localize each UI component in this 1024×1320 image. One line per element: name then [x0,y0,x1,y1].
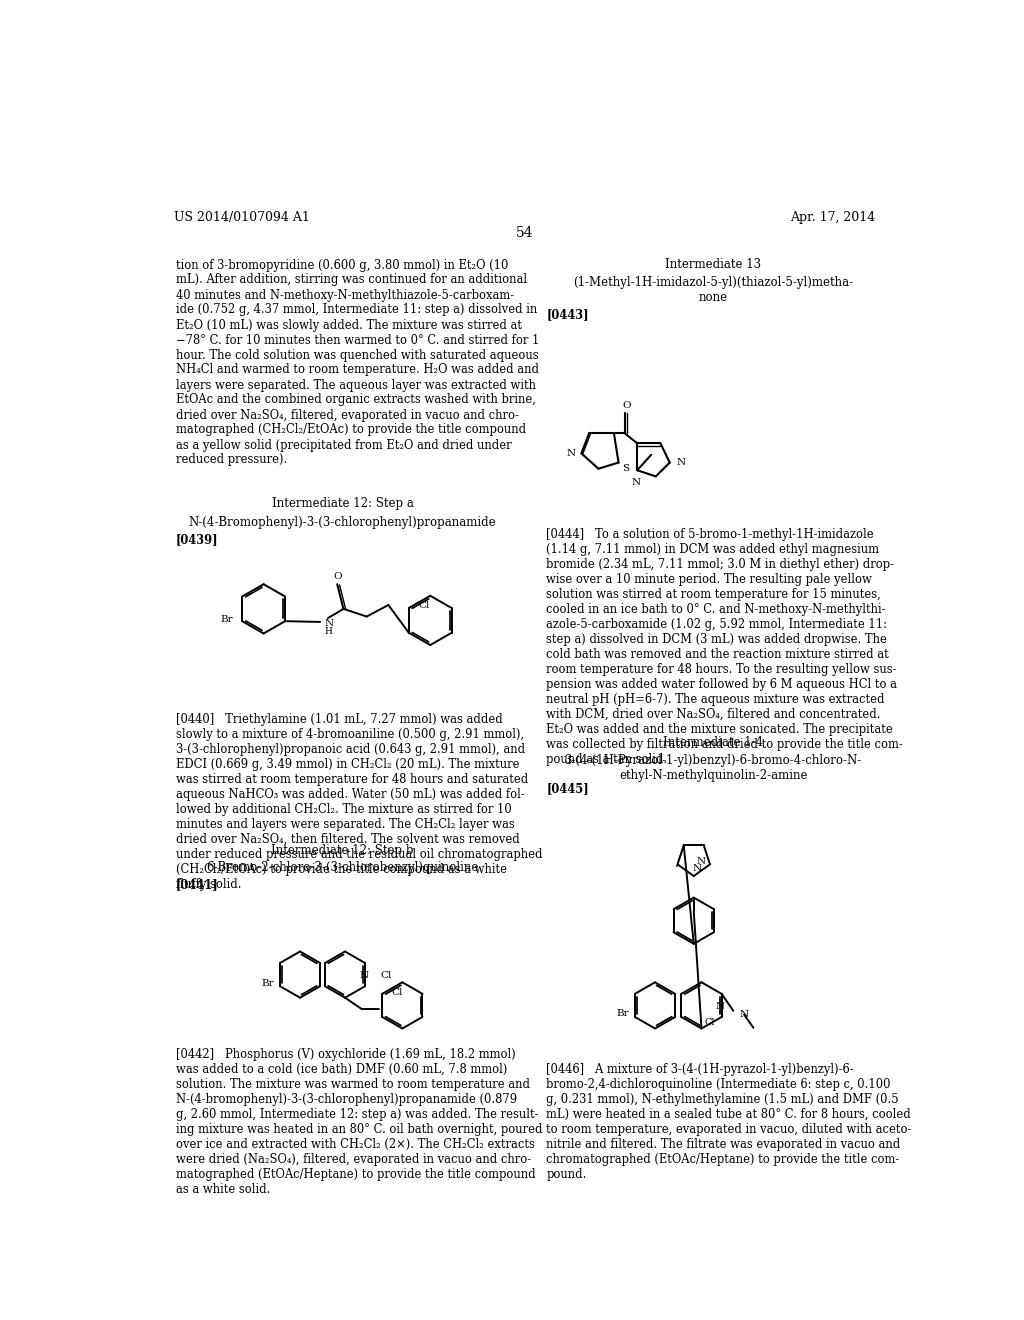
Text: N: N [359,970,369,979]
Text: [0442]   Phosphorus (V) oxychloride (1.69 mL, 18.2 mmol)
was added to a cold (ic: [0442] Phosphorus (V) oxychloride (1.69 … [176,1048,543,1196]
Text: N: N [631,478,640,487]
Text: O: O [622,401,631,411]
Text: N: N [696,857,706,866]
Text: [0445]: [0445] [547,781,589,795]
Text: 6-Bromo-2-chloro-3-(3-chlorobenzyl)quinoline: 6-Bromo-2-chloro-3-(3-chlorobenzyl)quino… [207,862,479,874]
Text: Cl: Cl [381,970,392,979]
Text: 54: 54 [516,226,534,240]
Text: [0444]   To a solution of 5-bromo-1-methyl-1H-imidazole
(1.14 g, 7.11 mmol) in D: [0444] To a solution of 5-bromo-1-methyl… [547,528,903,766]
Text: Apr. 17, 2014: Apr. 17, 2014 [790,211,876,224]
Text: N: N [692,863,701,873]
Text: Cl: Cl [391,987,402,997]
Text: tion of 3-bromopyridine (0.600 g, 3.80 mmol) in Et₂O (10
mL). After addition, st: tion of 3-bromopyridine (0.600 g, 3.80 m… [176,259,540,466]
Text: Br: Br [261,978,273,987]
Text: Intermediate 12: Step b: Intermediate 12: Step b [271,843,414,857]
Text: Intermediate 1-4: Intermediate 1-4 [664,737,763,748]
Text: H: H [324,627,332,636]
Text: N: N [566,449,575,458]
Text: [0443]: [0443] [547,309,589,322]
Text: Cl: Cl [705,1018,715,1027]
Text: O: O [334,572,342,581]
Text: [0440]   Triethylamine (1.01 mL, 7.27 mmol) was added
slowly to a mixture of 4-b: [0440] Triethylamine (1.01 mL, 7.27 mmol… [176,713,543,891]
Text: N: N [739,1010,749,1019]
Text: (1-Methyl-1H-imidazol-5-yl)(thiazol-5-yl)metha-
none: (1-Methyl-1H-imidazol-5-yl)(thiazol-5-yl… [573,276,853,304]
Text: N: N [677,458,686,467]
Text: [0446]   A mixture of 3-(4-(1H-pyrazol-1-yl)benzyl)-6-
bromo-2,4-dichloroquinoli: [0446] A mixture of 3-(4-(1H-pyrazol-1-y… [547,1063,912,1181]
Text: N: N [324,619,333,628]
Text: Br: Br [616,1010,629,1018]
Text: Intermediate 12: Step a: Intermediate 12: Step a [271,498,414,511]
Text: Cl: Cl [418,601,429,610]
Text: [0439]: [0439] [176,533,219,546]
Text: S: S [622,465,629,473]
Text: [0441]: [0441] [176,878,219,891]
Text: US 2014/0107094 A1: US 2014/0107094 A1 [174,211,310,224]
Text: N-(4-Bromophenyl)-3-(3-chlorophenyl)propanamide: N-(4-Bromophenyl)-3-(3-chlorophenyl)prop… [188,516,497,529]
Text: Br: Br [220,615,232,624]
Text: 3-(4-(1H-Pyrazol-1-yl)benzyl)-6-bromo-4-chloro-N-
ethyl-N-methylquinolin-2-amine: 3-(4-(1H-Pyrazol-1-yl)benzyl)-6-bromo-4-… [564,754,862,781]
Text: N: N [716,1002,725,1011]
Text: Intermediate 13: Intermediate 13 [665,259,761,272]
